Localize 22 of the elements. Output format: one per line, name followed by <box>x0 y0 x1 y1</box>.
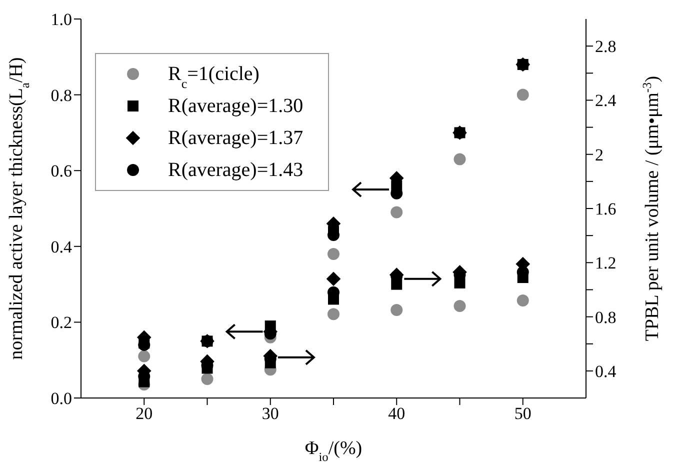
x-axis-title: Φ$_{io}$/(%) <box>304 438 362 462</box>
y2-tick-label: 1.6 <box>595 200 616 219</box>
y-tick-label: 0.0 <box>50 389 72 408</box>
y-tick-label: 0.2 <box>50 313 72 332</box>
y2-tick-label: 2 <box>595 145 604 164</box>
y2-tick-label: 0.4 <box>595 362 617 381</box>
y2-tick-label: 0.8 <box>595 308 616 327</box>
x-tick-label: 20 <box>136 404 153 424</box>
x-tick-label: 50 <box>514 404 532 424</box>
y2-tick-label: 2.4 <box>595 91 617 110</box>
y2-tick-label: 1.2 <box>595 254 616 273</box>
x-tick-label: 30 <box>262 404 279 424</box>
y-tick-label: 0.6 <box>50 162 72 181</box>
legend-label: R(average)=1.30 <box>168 95 304 117</box>
legend-label: R$_{c}$=1(cicle) <box>168 63 260 90</box>
x-tick-label: 40 <box>388 404 406 424</box>
y-tick-label: 0.4 <box>50 237 72 256</box>
legend-label: R(average)=1.43 <box>168 159 304 181</box>
y-tick-label: 0.8 <box>50 86 72 105</box>
y-tick-label: 1.0 <box>50 10 72 30</box>
y2-tick-label: 2.8 <box>595 37 616 56</box>
legend-label: R(average)=1.37 <box>168 127 304 149</box>
